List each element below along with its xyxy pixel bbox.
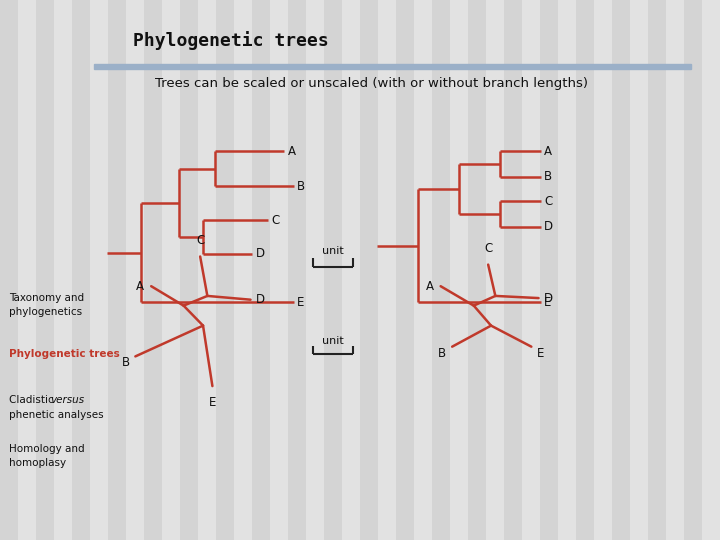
Bar bbox=[396, 0, 414, 540]
Text: phenetic analyses: phenetic analyses bbox=[9, 410, 103, 421]
Bar bbox=[558, 0, 576, 540]
Bar bbox=[342, 0, 360, 540]
Text: Taxonomy and
phylogenetics: Taxonomy and phylogenetics bbox=[9, 293, 84, 317]
Bar bbox=[486, 0, 504, 540]
Bar bbox=[324, 0, 342, 540]
Text: versus: versus bbox=[50, 395, 84, 406]
Bar bbox=[54, 0, 72, 540]
Text: Phylogenetic trees: Phylogenetic trees bbox=[133, 31, 329, 50]
Text: D: D bbox=[544, 292, 554, 305]
Bar bbox=[72, 0, 90, 540]
Bar bbox=[414, 0, 432, 540]
Text: C: C bbox=[484, 242, 492, 255]
Text: unit: unit bbox=[322, 246, 344, 256]
Bar bbox=[630, 0, 648, 540]
Text: unit: unit bbox=[322, 335, 344, 346]
Bar bbox=[702, 0, 720, 540]
Text: A: A bbox=[288, 145, 296, 158]
Text: E: E bbox=[537, 347, 544, 360]
Bar bbox=[378, 0, 396, 540]
Bar bbox=[252, 0, 270, 540]
Text: B: B bbox=[122, 356, 130, 369]
Bar bbox=[270, 0, 288, 540]
Bar bbox=[666, 0, 684, 540]
Bar bbox=[288, 0, 306, 540]
Bar bbox=[36, 0, 54, 540]
Bar bbox=[594, 0, 612, 540]
Bar bbox=[540, 0, 558, 540]
Text: B: B bbox=[438, 347, 446, 360]
Text: Cladistic: Cladistic bbox=[9, 395, 57, 406]
Bar bbox=[108, 0, 126, 540]
Bar bbox=[576, 0, 594, 540]
Text: D: D bbox=[544, 220, 554, 233]
Text: D: D bbox=[256, 247, 265, 260]
Text: E: E bbox=[544, 296, 552, 309]
Text: E: E bbox=[297, 296, 305, 309]
Text: C: C bbox=[271, 214, 279, 227]
Text: A: A bbox=[426, 280, 433, 293]
Bar bbox=[234, 0, 252, 540]
Text: C: C bbox=[196, 234, 204, 247]
Bar bbox=[126, 0, 144, 540]
Text: A: A bbox=[544, 145, 552, 158]
Bar bbox=[306, 0, 324, 540]
Bar bbox=[612, 0, 630, 540]
Text: C: C bbox=[544, 195, 552, 208]
Bar bbox=[522, 0, 540, 540]
Bar bbox=[0, 0, 18, 540]
Bar bbox=[216, 0, 234, 540]
Bar bbox=[684, 0, 702, 540]
Text: B: B bbox=[297, 180, 305, 193]
Text: B: B bbox=[544, 170, 552, 183]
Bar bbox=[90, 0, 108, 540]
Bar bbox=[162, 0, 180, 540]
Text: Trees can be scaled or unscaled (with or without branch lengths): Trees can be scaled or unscaled (with or… bbox=[155, 77, 588, 90]
Text: D: D bbox=[256, 293, 266, 306]
Text: A: A bbox=[136, 280, 144, 293]
Text: E: E bbox=[209, 396, 216, 409]
Bar bbox=[144, 0, 162, 540]
Bar bbox=[94, 64, 691, 69]
Text: Phylogenetic trees: Phylogenetic trees bbox=[9, 349, 120, 359]
Bar bbox=[180, 0, 198, 540]
Bar bbox=[504, 0, 522, 540]
Bar bbox=[198, 0, 216, 540]
Bar bbox=[18, 0, 36, 540]
Bar bbox=[450, 0, 468, 540]
Text: Homology and
homoplasy: Homology and homoplasy bbox=[9, 444, 84, 468]
Bar bbox=[648, 0, 666, 540]
Bar bbox=[432, 0, 450, 540]
Bar bbox=[360, 0, 378, 540]
Bar bbox=[468, 0, 486, 540]
